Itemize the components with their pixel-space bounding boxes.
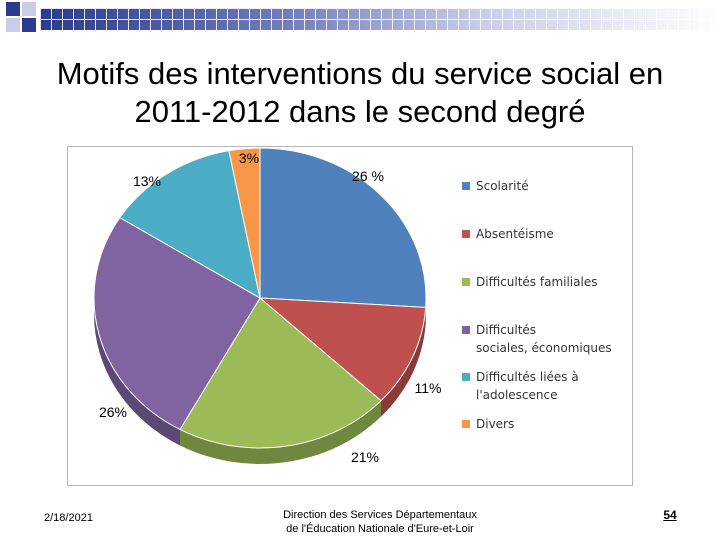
legend-label-sociales: Difficultés sociales, économiques <box>476 323 612 355</box>
corner-square <box>6 2 20 16</box>
footer-line-1: Direction des Services Départementaux <box>283 509 477 521</box>
legend-label-adolescence: Difficultés liées à l'adolescence <box>476 370 579 402</box>
title-line-1: Motifs des interventions du service soci… <box>56 56 664 91</box>
pie-slice-familiales <box>179 297 382 449</box>
data-label-absenteisme: 11% <box>415 380 442 396</box>
pie-slice-scolarite <box>259 147 427 308</box>
pie-slice-sociales <box>93 216 261 431</box>
legend-label-line: sociales, économiques <box>476 341 612 355</box>
data-label-familiales: 21% <box>351 449 379 465</box>
header-decoration <box>0 0 720 40</box>
data-label-divers: 3% <box>239 150 259 166</box>
pie-side-familiales <box>180 400 382 464</box>
legend-swatch-familiales <box>462 278 470 286</box>
legend-swatch-adolescence <box>462 373 470 381</box>
slide-title: Motifs des interventions du service soci… <box>20 55 700 131</box>
data-label-scolarite: 26 % <box>352 168 384 184</box>
footer-organization: Direction des Services Départementaux de… <box>235 508 525 536</box>
header-grid-overlay <box>40 8 720 30</box>
corner-square <box>6 18 20 32</box>
pie-slice-absenteisme <box>258 297 427 402</box>
pie-slice-adolescence <box>119 150 261 299</box>
corner-square <box>22 18 36 32</box>
page-number: 54 <box>663 508 677 522</box>
legend-label-line: Difficultés liées à <box>476 370 579 384</box>
legend-label-line: Difficultés <box>476 323 536 337</box>
corner-square <box>22 2 36 16</box>
legend-label-familiales: Difficultés familiales <box>476 275 597 289</box>
legend-label-line: Divers <box>476 417 514 431</box>
legend-swatch-scolarite <box>462 182 470 190</box>
legend-label-line: l'adolescence <box>476 388 557 402</box>
footer-line-2: de l'Éducation Nationale d'Eure-et-Loir <box>286 523 474 535</box>
data-label-sociales: 26% <box>99 404 127 420</box>
legend-swatch-divers <box>462 420 470 428</box>
legend-label-scolarite: Scolarité <box>476 179 529 193</box>
legend-label-divers: Divers <box>476 417 514 431</box>
legend-swatch-sociales <box>462 326 470 334</box>
pie-slice-divers <box>228 147 261 299</box>
footer-date: 2/18/2021 <box>44 512 93 524</box>
data-label-adolescence: 13% <box>133 173 161 189</box>
pie-side-sociales <box>94 298 181 446</box>
legend-swatch-absenteisme <box>462 230 470 238</box>
legend-label-line: Scolarité <box>476 179 529 193</box>
legend-label-absenteisme: Absentéisme <box>476 227 554 241</box>
legend-label-line: Difficultés familiales <box>476 275 597 289</box>
title-line-2: 2011-2012 dans le second degré <box>134 94 586 129</box>
legend-label-line: Absentéisme <box>476 227 554 241</box>
